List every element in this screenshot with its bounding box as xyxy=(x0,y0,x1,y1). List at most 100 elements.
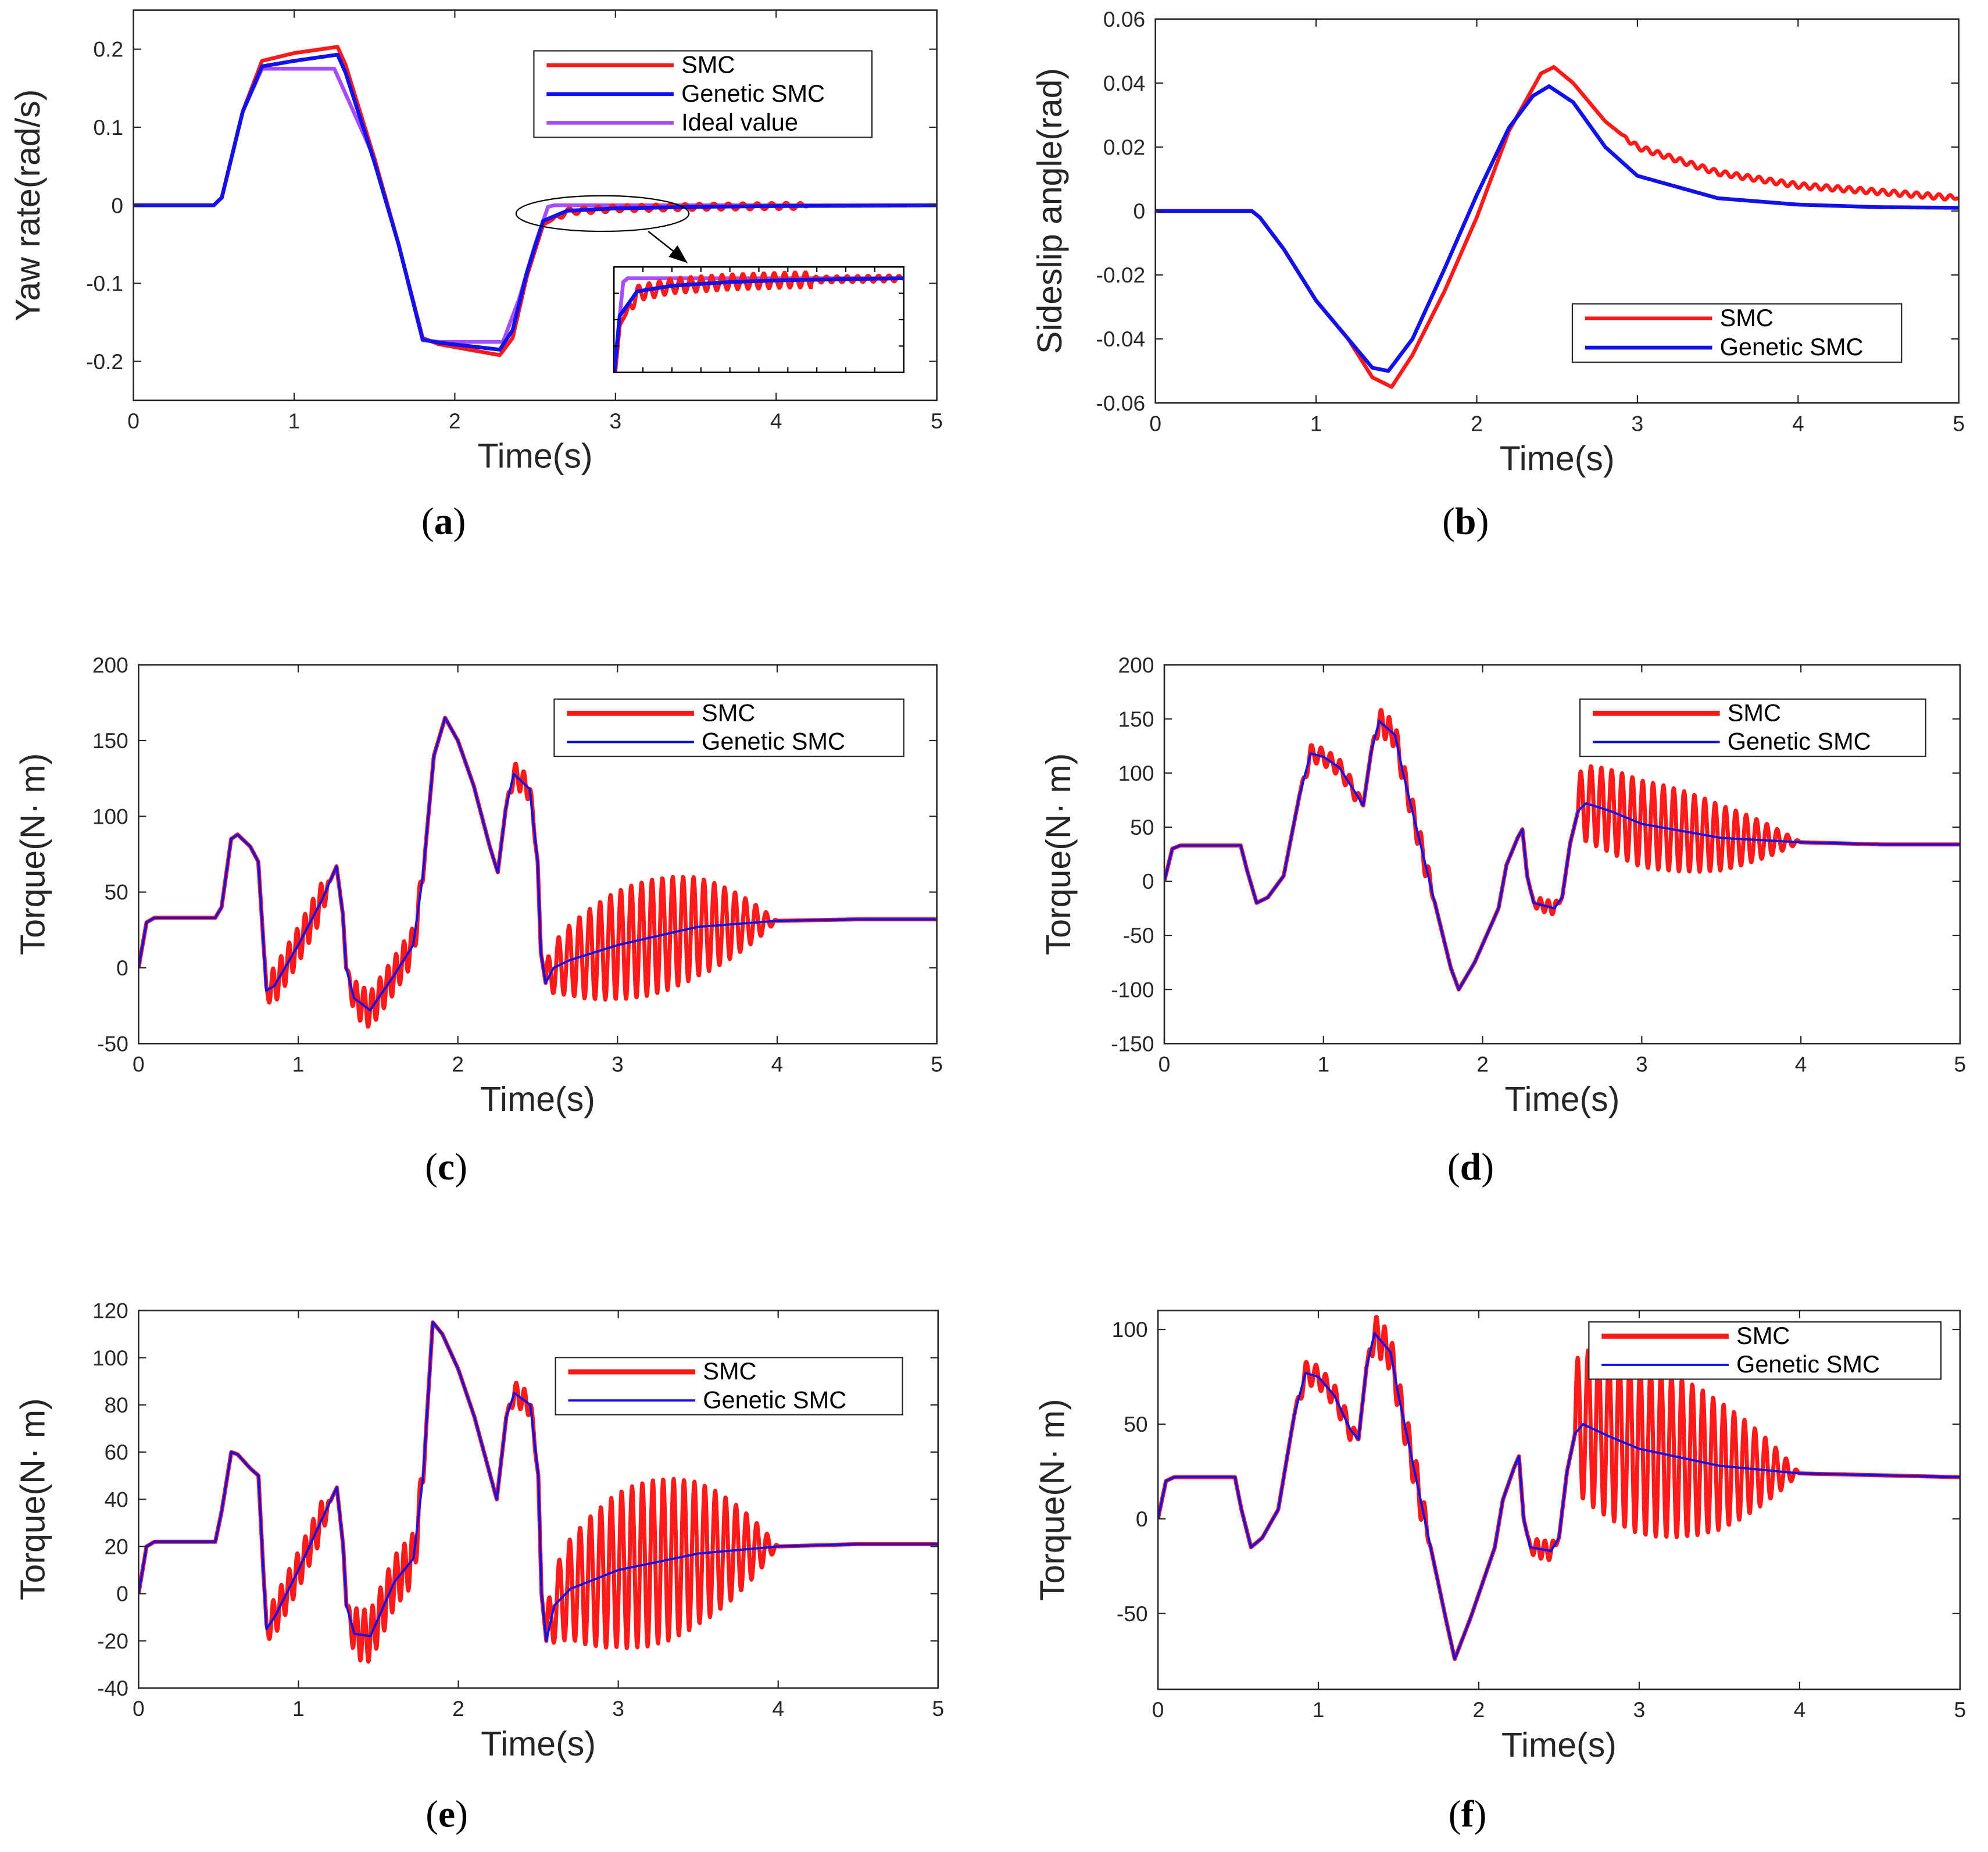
x-axis-label: Time(s) xyxy=(478,437,593,475)
x-tick-label: 4 xyxy=(770,409,782,433)
y-tick-label: -0.06 xyxy=(1096,391,1146,415)
y-axis-label: Torque(N· m) xyxy=(1039,753,1078,956)
legend-box xyxy=(553,698,904,757)
legend-entry-label: SMC xyxy=(1728,699,1781,726)
y-tick-label: -0.2 xyxy=(86,349,123,374)
y-tick-label: -0.02 xyxy=(1096,263,1146,287)
inset-series xyxy=(614,270,904,373)
y-tick-label: 100 xyxy=(1112,1317,1148,1342)
legend-entry-label: Genetic SMC xyxy=(703,1386,846,1413)
y-tick-label: 200 xyxy=(92,653,128,677)
inset-line-genetic-smc xyxy=(614,276,904,373)
x-tick-label: 1 xyxy=(288,409,301,433)
panels: 0 1 2 3 4 5 -0.2 -0.1 0 0.1 0.2 Time(s) Yaw rate(rad… xyxy=(9,7,1966,1835)
y-tick-label: 0 xyxy=(1134,199,1146,223)
caption-prefix: ( xyxy=(1442,500,1455,542)
y-tick-label: 150 xyxy=(1118,707,1154,731)
y-tick-label: 0.1 xyxy=(93,115,123,140)
y-tick-label: -0.1 xyxy=(86,271,123,296)
x-tick-label: 0 xyxy=(133,1052,145,1076)
x-tick-label: 2 xyxy=(1473,1697,1485,1722)
y-axis-label: Yaw rate(rad/s) xyxy=(9,90,47,321)
y-tick-label: -50 xyxy=(97,1031,128,1056)
x-axis-label: Time(s) xyxy=(480,1080,595,1118)
series-line-genetic-smc xyxy=(133,52,937,352)
series-line-genetic-smc xyxy=(1155,84,1959,373)
zoom-ellipse xyxy=(515,195,690,233)
caption-prefix: ( xyxy=(421,500,434,542)
chart-panel-e: 0 1 2 3 4 5 -40 -20 0 20 40 60 80 100 120 Time(s) Torque… xyxy=(14,1299,945,1836)
series-group xyxy=(138,1320,938,1664)
x-tick-label: 5 xyxy=(1953,411,1965,435)
y-tick-label: -50 xyxy=(1123,923,1154,948)
y-tick-label: 50 xyxy=(1130,815,1154,839)
y-tick-label: -150 xyxy=(1111,1031,1154,1056)
caption-letter: a xyxy=(434,500,453,542)
series-line-genetic-smc xyxy=(1164,720,1960,991)
series-group xyxy=(1164,707,1960,992)
chart-panel-f: 0 1 2 3 4 5 -50 0 50 100 Time(s) Torque(N· m) SMCGen… xyxy=(1033,1310,1966,1835)
y-axis-label: Torque(N· m) xyxy=(1033,1399,1071,1601)
caption-prefix: ( xyxy=(425,1146,438,1188)
caption-letter: e xyxy=(438,1793,455,1835)
legend-entry-label: SMC xyxy=(703,1357,756,1385)
chart-panel-b: 0 1 2 3 4 5 -0.06 -0.04 -0.02 0 0.02 0.04 0.06 Time(s… xyxy=(1031,7,1965,542)
caption-prefix: ( xyxy=(1449,1793,1461,1835)
caption-letter: c xyxy=(438,1146,455,1188)
panel-caption: (a) xyxy=(421,500,466,542)
x-tick-label: 1 xyxy=(1313,1697,1325,1722)
y-tick-label: 200 xyxy=(1118,653,1154,677)
chart-panel-d: 0 1 2 3 4 5 -150 -100 -50 0 50 100 150 200 Time(s) Torq… xyxy=(1039,653,1966,1188)
y-tick-label: 0.04 xyxy=(1103,71,1145,95)
x-tick-label: 4 xyxy=(1794,1697,1806,1722)
x-tick-label: 4 xyxy=(772,1696,784,1721)
axes-frame xyxy=(138,664,938,1045)
x-tick-label: 3 xyxy=(612,1052,624,1076)
y-tick-label: 150 xyxy=(92,728,128,753)
legend-entry-label: SMC xyxy=(1720,304,1774,331)
series-group xyxy=(133,45,937,357)
y-tick-label: 100 xyxy=(92,1346,128,1370)
x-tick-label: 1 xyxy=(1310,411,1322,435)
legend-entry-label: Ideal value xyxy=(681,108,798,135)
caption-suffix: ) xyxy=(1481,1146,1494,1188)
panel-caption: (e) xyxy=(426,1793,468,1835)
y-tick-label: 100 xyxy=(1118,761,1154,785)
panel-caption: (c) xyxy=(425,1146,467,1188)
x-tick-label: 5 xyxy=(1954,1697,1966,1722)
legend-box xyxy=(1571,303,1903,363)
legend-entry-label: SMC xyxy=(681,51,735,78)
series-group xyxy=(1158,1315,1960,1661)
y-axis-label: Torque(N· m) xyxy=(14,1398,52,1600)
panel-caption: (d) xyxy=(1447,1146,1494,1188)
y-tick-label: 50 xyxy=(1124,1412,1147,1436)
y-axis-label: Torque(N· m) xyxy=(14,753,52,956)
caption-suffix: ) xyxy=(455,1793,468,1835)
series-group xyxy=(138,716,937,1029)
x-tick-label: 2 xyxy=(1476,1052,1489,1076)
caption-prefix: ( xyxy=(426,1793,438,1835)
x-tick-label: 2 xyxy=(1471,411,1483,435)
legend-box xyxy=(555,1357,903,1415)
x-axis-label: Time(s) xyxy=(1505,1080,1620,1118)
x-tick-label: 0 xyxy=(1159,1052,1171,1076)
y-tick-label: 60 xyxy=(105,1440,128,1464)
legend-entry-label: SMC xyxy=(1736,1322,1790,1349)
y-tick-label: 0.02 xyxy=(1103,135,1145,159)
chart-panel-a: 0 1 2 3 4 5 -0.2 -0.1 0 0.1 0.2 Time(s) Yaw rate(rad… xyxy=(9,9,943,542)
caption-letter: d xyxy=(1460,1146,1481,1188)
y-tick-label: -50 xyxy=(1117,1601,1148,1626)
legend-entry-label: Genetic SMC xyxy=(702,728,845,755)
caption-suffix: ) xyxy=(453,500,466,542)
x-tick-label: 0 xyxy=(133,1696,145,1721)
x-tick-label: 5 xyxy=(932,1696,944,1721)
x-tick-label: 2 xyxy=(449,409,461,433)
y-tick-label: -100 xyxy=(1111,977,1154,1002)
